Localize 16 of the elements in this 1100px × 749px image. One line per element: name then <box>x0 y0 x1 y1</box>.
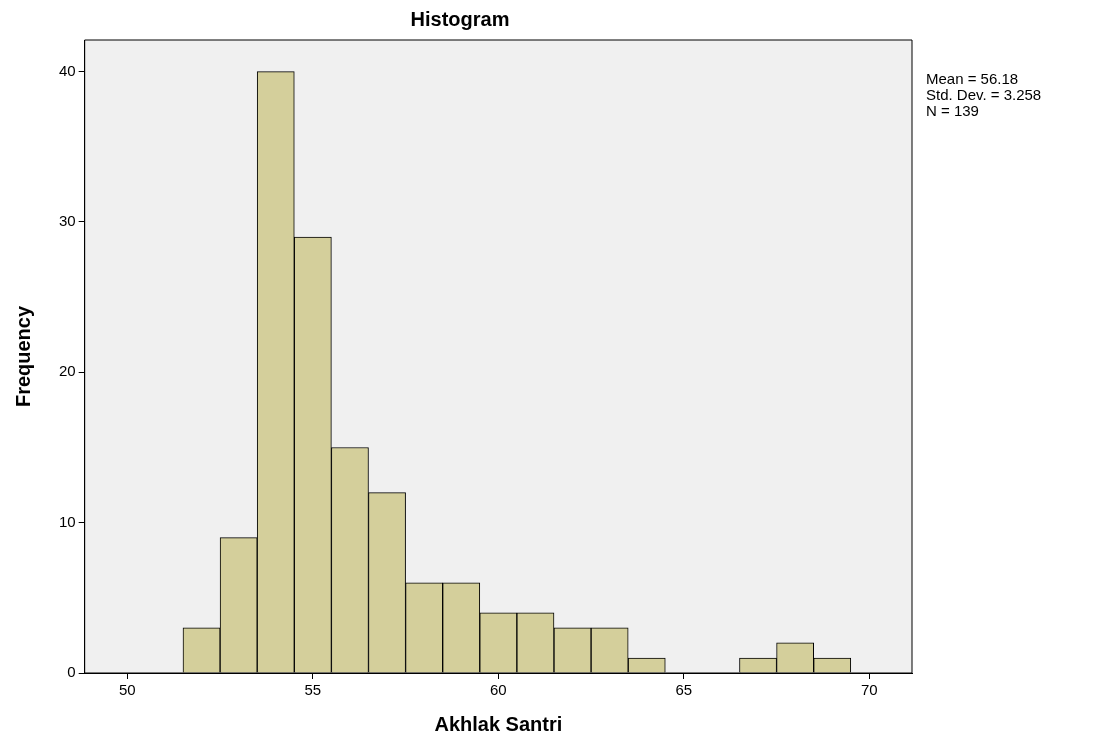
y-tick-label: 40 <box>59 61 76 79</box>
x-tick-label: 70 <box>860 681 878 699</box>
y-tick-label: 0 <box>67 663 76 681</box>
x-axis-title: Akhlak Santri <box>434 712 563 735</box>
text: Std. Dev. = 3.258 <box>926 85 1042 103</box>
x-tick-label: 55 <box>304 681 322 699</box>
chart-title: Histogram <box>410 7 510 30</box>
y-tick-label: 20 <box>59 362 76 380</box>
x-tick-label: 65 <box>675 681 693 699</box>
x-tick-label: 60 <box>490 681 507 699</box>
text: Mean = 56.18 <box>926 69 1019 87</box>
y-tick-label: 30 <box>59 212 76 230</box>
y-tick-label: 10 <box>59 512 76 530</box>
y-axis-title: Frequency <box>11 305 34 408</box>
text: N = 139 <box>926 101 979 119</box>
x-tick-label: 50 <box>119 681 136 699</box>
